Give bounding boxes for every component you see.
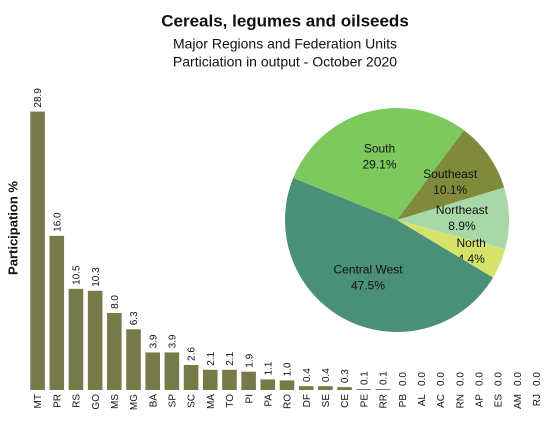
bar: [183, 364, 199, 390]
x-tick-label: PE: [359, 394, 370, 408]
chart-subtitle: Major Regions and Federation Units: [173, 36, 397, 52]
bar: [298, 386, 314, 390]
bar: [356, 389, 372, 390]
bar: [318, 386, 333, 390]
data-label: 2.1: [206, 351, 217, 365]
data-label: 0.1: [379, 371, 390, 385]
chart-subtitle: Particiation in output - October 2020: [173, 54, 397, 70]
data-label: 28.9: [33, 88, 44, 108]
slice-value: 8.9%: [448, 219, 476, 233]
x-tick-label: PB: [398, 394, 409, 408]
bar: [279, 380, 295, 390]
x-tick-label: AM: [513, 394, 524, 409]
pie-slice: [293, 108, 465, 220]
data-label: 0.0: [513, 372, 524, 386]
x-tick-label: PA: [263, 394, 274, 407]
x-tick-label: RO: [283, 394, 294, 409]
data-label: 0.0: [455, 372, 466, 386]
x-tick-label: MA: [206, 394, 217, 409]
bar: [68, 288, 84, 390]
x-tick-label: MS: [110, 394, 121, 409]
bar: [241, 371, 256, 390]
x-tick-label: CE: [340, 394, 351, 408]
slice-label: Northeast: [436, 203, 489, 217]
x-tick-label: BA: [148, 394, 159, 408]
bar: [87, 290, 103, 390]
bar: [164, 352, 180, 390]
data-label: 2.6: [187, 347, 198, 361]
x-tick-label: SC: [187, 394, 198, 408]
slice-label: South: [364, 142, 395, 156]
bar: [222, 369, 237, 390]
data-label: 0.0: [532, 372, 543, 386]
data-label: 10.5: [72, 265, 83, 285]
x-tick-label: PR: [52, 394, 63, 408]
slice-value: 29.1%: [362, 158, 396, 172]
data-label: 0.0: [494, 372, 505, 386]
x-tick-label: SP: [168, 394, 179, 408]
bar: [260, 379, 276, 390]
chart-title: Cereals, legumes and oilseeds: [161, 11, 409, 30]
data-label: 1.0: [283, 362, 294, 376]
bar: [337, 387, 352, 390]
pie-slice: [284, 178, 494, 333]
slice-label: Southeast: [423, 167, 478, 181]
slice-value: 47.5%: [351, 278, 385, 292]
x-tick-label: ES: [494, 394, 505, 408]
data-label: 2.1: [225, 351, 236, 365]
pie-slice: [397, 130, 505, 220]
data-label: 8.0: [110, 295, 121, 309]
data-label: 0.4: [302, 368, 313, 382]
data-label: 0.0: [417, 372, 428, 386]
bar: [107, 312, 122, 390]
bar: [126, 329, 141, 390]
x-tick-label: GO: [91, 394, 102, 410]
x-tick-label: RS: [72, 394, 83, 408]
slice-label: Central West: [333, 262, 403, 276]
data-label: 16.0: [52, 212, 63, 232]
x-tick-label: RJ: [532, 394, 543, 406]
x-tick-label: MT: [33, 394, 44, 408]
pie-slice: [397, 187, 509, 250]
slice-value: 10.1%: [433, 183, 467, 197]
x-tick-label: RN: [455, 394, 466, 408]
data-label: 6.3: [129, 311, 140, 325]
data-label: 1.9: [244, 353, 255, 367]
x-tick-label: AL: [417, 394, 428, 407]
bar: [49, 235, 65, 390]
bar: [145, 352, 160, 390]
y-axis-label: Participation %: [5, 181, 20, 275]
data-label: 0.0: [474, 372, 485, 386]
data-label: 0.1: [359, 371, 370, 385]
data-label: 0.0: [398, 372, 409, 386]
pie-slice: [397, 220, 506, 278]
slice-label: North: [457, 236, 486, 250]
data-label: 1.1: [263, 361, 274, 375]
data-label: 10.3: [91, 267, 102, 287]
x-tick-label: PI: [244, 394, 255, 403]
bar: [375, 389, 391, 390]
data-label: 0.3: [340, 369, 351, 383]
data-label: 3.9: [168, 334, 179, 348]
x-tick-label: RR: [379, 394, 390, 408]
x-tick-label: AC: [436, 394, 447, 408]
data-label: 0.4: [321, 368, 332, 382]
bar: [202, 369, 218, 390]
bar: [30, 111, 45, 390]
x-tick-label: SE: [321, 394, 332, 408]
data-label: 3.9: [148, 334, 159, 348]
data-label: 0.0: [436, 372, 447, 386]
x-tick-label: MG: [129, 394, 140, 410]
x-tick-label: DF: [302, 394, 313, 407]
x-tick-label: TO: [225, 394, 236, 408]
x-tick-label: AP: [474, 394, 485, 408]
